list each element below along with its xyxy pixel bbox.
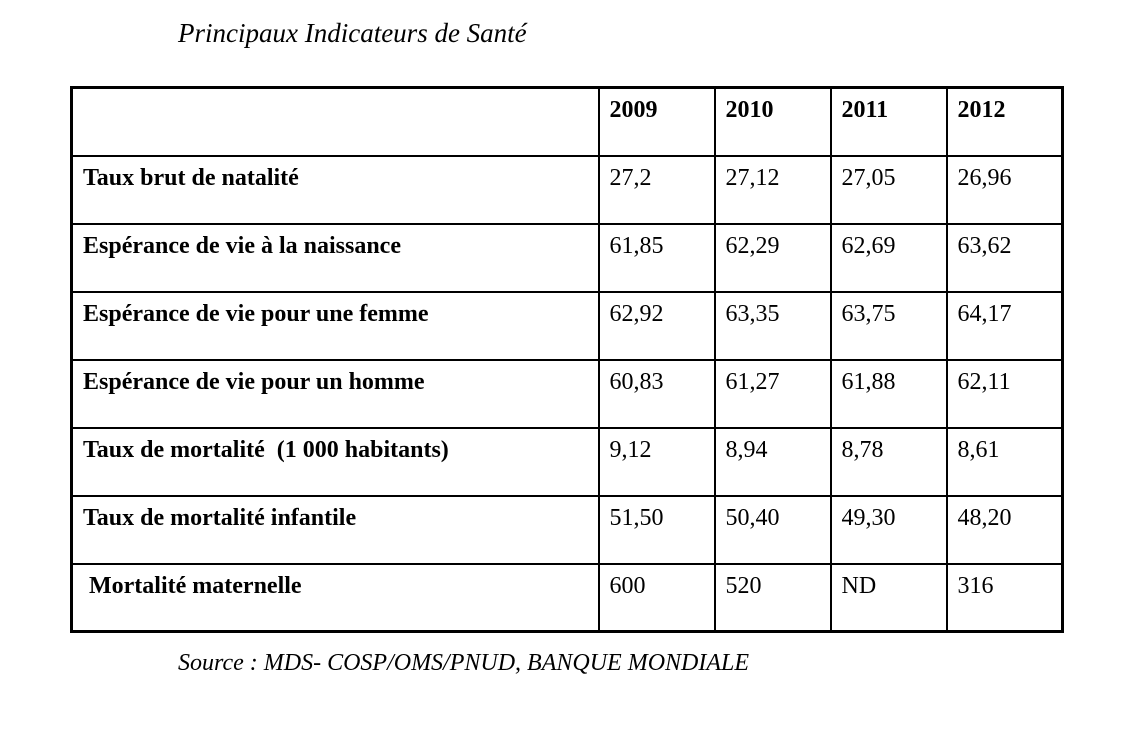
table-row: Espérance de vie à la naissance 61,85 62… [70,222,1064,293]
table-row: Espérance de vie pour une femme 62,92 63… [70,290,1064,361]
value-cell: 63,62 [945,222,1064,293]
value-cell: 520 [713,562,832,633]
table-row: Taux de mortalité (1 000 habitants) 9,12… [70,426,1064,497]
value-cell: 48,20 [945,494,1064,565]
year-column-header: 2010 [713,86,832,157]
source-note: Source : MDS- COSP/OMS/PNUD, BANQUE MOND… [178,650,750,676]
value-cell: 61,27 [713,358,832,429]
health-indicators-table: 2009 2010 2011 2012 Taux brut de natalit… [70,86,1064,633]
value-cell: 8,61 [945,426,1064,497]
value-cell: 8,94 [713,426,832,497]
table-body: Taux brut de natalité 27,2 27,12 27,05 2… [70,154,1064,633]
value-cell: 50,40 [713,494,832,565]
indicator-label-cell: Taux brut de natalité [70,154,600,225]
value-cell: 27,12 [713,154,832,225]
page-title: Principaux Indicateurs de Santé [178,18,527,48]
indicator-label-cell: Taux de mortalité infantile [70,494,600,565]
value-cell: 64,17 [945,290,1064,361]
indicator-label-cell: Mortalité maternelle [70,562,600,633]
value-cell: 62,69 [829,222,948,293]
table-row: Taux de mortalité infantile 51,50 50,40 … [70,494,1064,565]
value-cell: 62,92 [597,290,716,361]
value-cell: 27,05 [829,154,948,225]
value-cell: 9,12 [597,426,716,497]
value-cell: 316 [945,562,1064,633]
value-cell: 63,75 [829,290,948,361]
value-cell: ND [829,562,948,633]
year-column-header: 2011 [829,86,948,157]
value-cell: 26,96 [945,154,1064,225]
value-cell: 600 [597,562,716,633]
indicator-label-cell: Espérance de vie à la naissance [70,222,600,293]
value-cell: 62,11 [945,358,1064,429]
table-row: Taux brut de natalité 27,2 27,12 27,05 2… [70,154,1064,225]
table-row: Mortalité maternelle 600 520 ND 316 [70,562,1064,633]
value-cell: 49,30 [829,494,948,565]
value-cell: 62,29 [713,222,832,293]
table-row: Espérance de vie pour un homme 60,83 61,… [70,358,1064,429]
value-cell: 8,78 [829,426,948,497]
empty-corner-cell [70,86,600,157]
year-column-header: 2009 [597,86,716,157]
table-header-row: 2009 2010 2011 2012 [70,86,1064,157]
value-cell: 60,83 [597,358,716,429]
value-cell: 61,88 [829,358,948,429]
indicator-label-cell: Taux de mortalité (1 000 habitants) [70,426,600,497]
value-cell: 63,35 [713,290,832,361]
value-cell: 27,2 [597,154,716,225]
indicator-label-cell: Espérance de vie pour une femme [70,290,600,361]
indicator-label-cell: Espérance de vie pour un homme [70,358,600,429]
year-column-header: 2012 [945,86,1064,157]
value-cell: 51,50 [597,494,716,565]
value-cell: 61,85 [597,222,716,293]
